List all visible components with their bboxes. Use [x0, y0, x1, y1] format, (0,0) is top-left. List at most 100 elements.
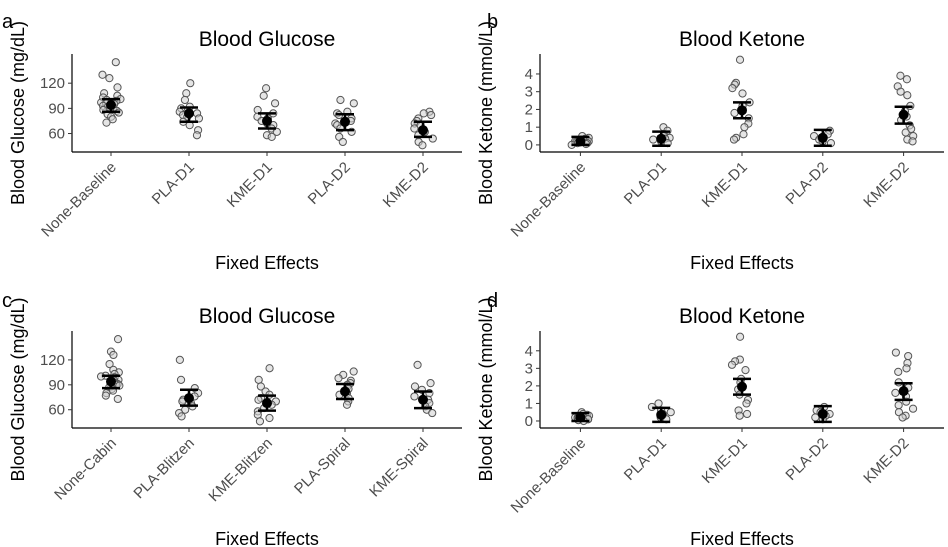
data-point — [908, 404, 918, 413]
x-tick-label: PLA-Spiral — [291, 435, 354, 498]
data-point — [898, 413, 907, 422]
panel-c: c Blood Glucose Fixed Effects Blood Glucos… — [2, 290, 462, 547]
x-axis-title: Fixed Effects — [690, 529, 794, 547]
data-point — [177, 412, 186, 421]
mean-point — [575, 136, 586, 147]
data-point — [903, 91, 912, 100]
mean-point — [898, 109, 909, 120]
data-point — [427, 110, 436, 120]
y-tick-label: 2 — [525, 378, 533, 395]
data-point — [265, 364, 274, 373]
chart-title: Blood Glucose — [199, 28, 336, 51]
data-point — [349, 99, 358, 108]
y-tick-label: 1 — [525, 395, 533, 412]
data-point — [728, 84, 737, 93]
y-axis-title: Blood Glucose (mg/dL) — [8, 21, 28, 205]
y-axis-title: Blood Ketone (mmol/L) — [476, 21, 496, 205]
data-point — [666, 408, 675, 417]
mean-point — [262, 115, 272, 126]
data-point — [735, 411, 744, 420]
data-point — [108, 115, 117, 124]
data-point — [729, 135, 739, 144]
data-point — [259, 91, 268, 100]
data-point — [265, 413, 274, 423]
panel-tag: c — [2, 290, 12, 312]
y-tick-label: 120 — [40, 75, 65, 92]
data-point — [192, 131, 202, 140]
y-tick-label: 0 — [525, 413, 533, 430]
data-point — [176, 375, 186, 384]
data-point — [811, 413, 820, 422]
data-point — [901, 128, 910, 137]
data-point — [410, 382, 420, 391]
data-point — [105, 74, 114, 83]
y-axis-title: Blood Ketone (mmol/L) — [476, 297, 496, 481]
data-point — [336, 95, 345, 105]
data-point — [272, 127, 281, 136]
x-tick-label: PLA-Blitzen — [130, 435, 197, 502]
data-point — [738, 89, 747, 98]
data-point — [891, 348, 900, 357]
x-tick-label: KME-D1 — [699, 159, 751, 211]
data-point — [270, 99, 280, 108]
x-tick-label: KME-D2 — [380, 159, 432, 211]
data-point — [742, 399, 751, 408]
data-point — [908, 137, 917, 146]
y-tick-label: 2 — [525, 101, 533, 118]
data-point — [735, 332, 745, 341]
data-point — [410, 124, 419, 133]
y-tick-label: 120 — [40, 352, 65, 369]
data-point — [334, 374, 343, 383]
data-point — [419, 109, 428, 118]
panel-b: b Blood Ketone Fixed Effects Blood Ketone … — [476, 11, 944, 273]
x-tick-label: KME-Blitzen — [205, 435, 275, 505]
y-tick-label: 3 — [525, 84, 533, 101]
y-tick-label: 0 — [525, 137, 533, 154]
data-point — [254, 375, 263, 384]
mean-point — [418, 125, 428, 136]
data-point — [255, 417, 265, 426]
data-point — [98, 70, 107, 79]
mean-point — [340, 386, 350, 397]
mean-point — [898, 386, 909, 397]
data-point — [654, 399, 663, 408]
x-tick-label: None-Baseline — [38, 159, 120, 241]
x-tick-label: KME-D1 — [699, 435, 751, 487]
data-point — [413, 360, 422, 369]
data-point — [426, 379, 435, 388]
data-point — [254, 395, 263, 404]
data-point — [649, 135, 658, 144]
data-point — [342, 400, 352, 409]
mean-point — [106, 376, 116, 387]
x-axis-title: Fixed Effects — [690, 253, 794, 273]
y-tick-label: 90 — [48, 377, 65, 394]
data-point — [182, 89, 191, 98]
y-tick-label: 60 — [48, 126, 65, 143]
data-point — [175, 355, 184, 365]
chart-title: Blood Ketone — [679, 305, 805, 328]
x-tick-label: KME-D2 — [860, 435, 912, 487]
x-tick-label: PLA-D2 — [305, 159, 354, 208]
x-tick-label: PLA-D2 — [782, 435, 831, 484]
x-tick-label: PLA-D1 — [149, 159, 198, 208]
data-point — [267, 132, 276, 141]
x-tick-label: PLA-D1 — [621, 159, 670, 208]
data-point — [896, 71, 905, 80]
chart-title: Blood Glucose — [199, 305, 336, 328]
chart-title: Blood Ketone — [679, 28, 805, 51]
data-point — [261, 84, 271, 93]
panel-tag: a — [2, 11, 14, 33]
y-tick-label: 4 — [525, 66, 533, 83]
data-point — [253, 410, 262, 419]
mean-point — [737, 105, 747, 116]
data-point — [894, 367, 903, 376]
data-point — [742, 409, 752, 419]
data-point — [113, 335, 123, 344]
data-point — [186, 79, 195, 88]
data-point — [894, 401, 903, 410]
data-point — [735, 55, 745, 64]
data-point — [180, 95, 190, 105]
mean-point — [418, 394, 428, 405]
y-tick-label: 1 — [525, 119, 533, 136]
